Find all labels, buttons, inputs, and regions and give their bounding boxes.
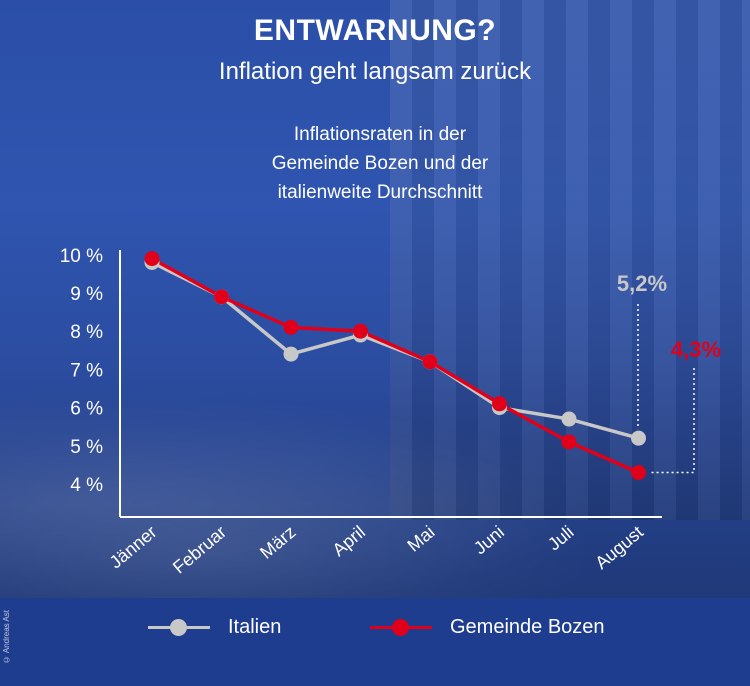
legend-marker-bozen (392, 619, 409, 636)
background-buildings (390, 0, 750, 520)
data-point-italien (561, 411, 577, 427)
data-point-bozen (561, 434, 577, 450)
x-tick-label: Jänner (106, 522, 161, 573)
legend-band (0, 598, 750, 686)
photo-credit: © Andreas Ast (2, 610, 11, 664)
chart-subtitle: Inflation geht langsam zurück (218, 58, 532, 85)
x-tick-label: März (256, 522, 299, 563)
y-tick-label: 10 % (60, 246, 103, 267)
legend-item-italien: Italien (148, 616, 281, 639)
y-tick-label: 9 % (70, 284, 103, 305)
legend-line-bozen (370, 619, 432, 636)
background-market (0, 360, 750, 600)
data-point-bozen (492, 396, 507, 412)
legend-marker-italien (170, 619, 187, 636)
y-tick-label: 6 % (70, 399, 103, 420)
legend-line-italien (148, 619, 210, 636)
leader-line-bozen (648, 368, 695, 474)
x-tick-label: Juni (470, 522, 508, 559)
data-point-bozen (214, 289, 229, 305)
data-point-bozen (283, 319, 299, 335)
y-tick-label: 7 % (70, 360, 103, 381)
description-line: italienweite Durchschnitt (277, 182, 483, 203)
x-tick-label: Februar (169, 522, 230, 578)
data-point-italien (631, 430, 646, 446)
data-point-italien (283, 346, 299, 362)
legend-label-italien: Italien (228, 616, 282, 638)
x-tick-label: August (591, 522, 647, 573)
x-tick-label: Juli (544, 522, 578, 555)
data-point-bozen (631, 465, 646, 481)
legend-label-bozen: Gemeinde Bozen (450, 616, 605, 638)
data-point-bozen (353, 323, 368, 339)
data-point-bozen (422, 354, 438, 370)
x-tick-label: April (329, 522, 369, 560)
series-line-italien (151, 260, 639, 440)
y-tick-label: 4 % (70, 475, 103, 496)
chart-description: Inflationsraten in der Gemeinde Bozen un… (230, 120, 530, 207)
end-label-italien: 5,2% (617, 271, 667, 296)
y-tick-label: 5 % (70, 437, 103, 458)
legend-item-bozen: Gemeinde Bozen (370, 616, 605, 639)
chart-title: ENTWARNUNG? (253, 14, 497, 47)
description-line: Inflationsraten in der (293, 124, 467, 145)
series-line-bozen (151, 257, 640, 475)
end-label-bozen: 4,3% (671, 337, 721, 362)
description-line: Gemeinde Bozen und der (271, 153, 489, 174)
data-point-bozen (144, 251, 160, 267)
y-tick-label: 8 % (70, 322, 103, 343)
x-tick-label: Mai (403, 522, 438, 556)
